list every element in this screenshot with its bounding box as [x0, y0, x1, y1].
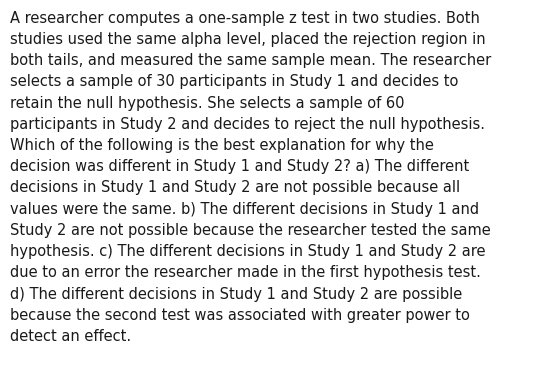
Text: A researcher computes a one-sample z test in two studies. Both
studies used the : A researcher computes a one-sample z tes…: [10, 11, 491, 344]
